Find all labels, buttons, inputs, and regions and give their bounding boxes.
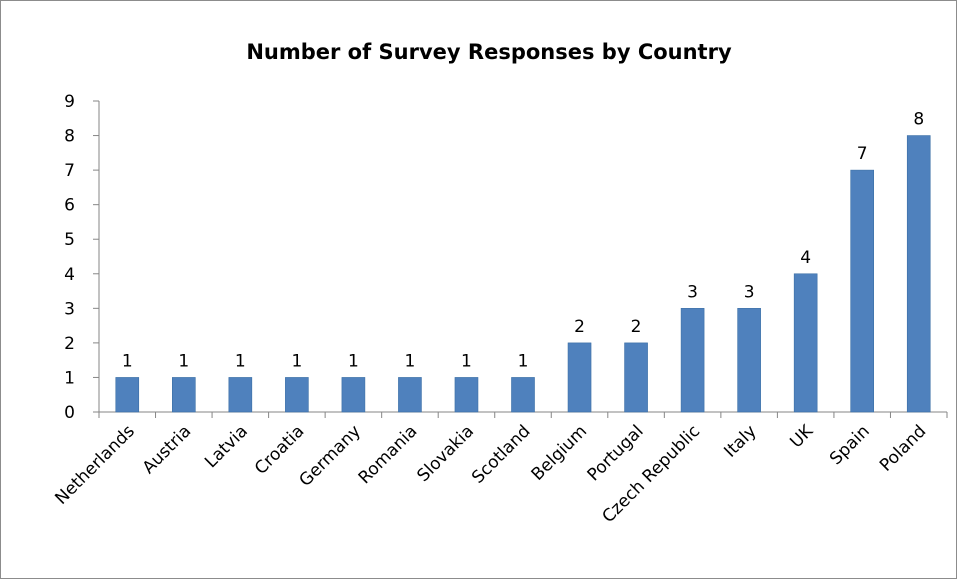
bar-romania xyxy=(398,377,422,413)
chart-title: Number of Survey Responses by Country xyxy=(246,40,732,64)
y-tick-label: 0 xyxy=(64,403,75,423)
bar-austria xyxy=(172,377,196,413)
y-tick-label: 2 xyxy=(64,334,75,354)
data-label: 1 xyxy=(178,351,189,371)
x-tick-label: Slovakia xyxy=(413,421,478,486)
y-tick-label: 6 xyxy=(64,196,75,216)
data-label: 4 xyxy=(800,248,811,268)
bar-scotland xyxy=(511,377,535,413)
x-tick-label: UK xyxy=(786,421,817,452)
bar-uk xyxy=(793,273,818,413)
data-label: 1 xyxy=(405,351,416,371)
bar-slovakia xyxy=(454,377,479,413)
y-axis-ticks: 0 1 2 3 4 5 6 7 8 9 xyxy=(64,92,99,423)
data-label: 2 xyxy=(631,317,642,337)
bar-poland xyxy=(906,135,931,413)
x-tick-label: Romania xyxy=(355,421,422,488)
bar-portugal xyxy=(624,342,648,413)
data-label: 1 xyxy=(291,351,302,371)
data-label: 1 xyxy=(461,351,472,371)
bar-germany xyxy=(341,377,366,413)
bar-latvia xyxy=(228,377,253,413)
bar-netherlands xyxy=(115,377,140,413)
y-tick-label: 3 xyxy=(64,299,75,319)
bar-czech-republic xyxy=(680,308,705,413)
data-label: 8 xyxy=(913,110,924,130)
data-label: 3 xyxy=(744,282,755,302)
x-tick-label: Spain xyxy=(826,421,874,469)
x-tick-label: Croatia xyxy=(251,421,308,478)
bar-spain xyxy=(850,169,875,413)
x-tick-label: Scotland xyxy=(468,421,534,487)
data-label: 1 xyxy=(122,351,133,371)
data-label: 1 xyxy=(348,351,359,371)
data-label: 2 xyxy=(574,317,585,337)
x-tick-label: Germany xyxy=(296,421,365,490)
x-tick-label: Poland xyxy=(876,421,930,475)
x-tick-label: Netherlands xyxy=(51,421,139,509)
bars xyxy=(115,135,931,413)
x-tick-label: Czech Republic xyxy=(598,421,704,527)
y-tick-label: 7 xyxy=(64,161,75,181)
x-tick-label: Austria xyxy=(139,421,196,478)
data-label: 3 xyxy=(687,282,698,302)
x-axis-labels: Netherlands Austria Latvia CroatiaGermanyRo… xyxy=(51,421,930,527)
data-label: 1 xyxy=(518,351,529,371)
data-label: 1 xyxy=(235,351,246,371)
y-tick-label: 4 xyxy=(64,265,75,285)
y-tick-label: 8 xyxy=(64,127,75,147)
bar-croatia xyxy=(285,377,309,413)
bar-belgium xyxy=(567,342,592,413)
data-labels: 1 1 1 1 1 1 1 1 2 2 3 3 4 7 8 xyxy=(122,110,924,372)
y-tick-label: 1 xyxy=(64,368,75,388)
y-tick-label: 9 xyxy=(64,92,75,112)
x-tick-label: Belgium xyxy=(528,421,591,484)
y-tick-label: 5 xyxy=(64,230,75,250)
x-tick-label: Latvia xyxy=(201,421,252,472)
data-label: 7 xyxy=(857,144,868,164)
x-tick-label: Italy xyxy=(720,421,760,461)
bar-italy xyxy=(737,308,761,413)
